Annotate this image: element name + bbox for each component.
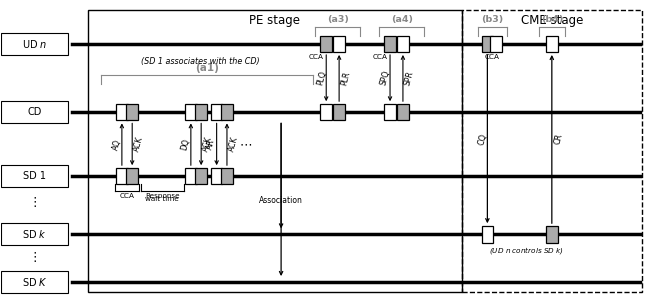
Bar — [88, 10, 462, 292]
Bar — [546, 226, 557, 242]
Text: (SD 1 associates with the CD): (SD 1 associates with the CD) — [141, 57, 260, 66]
Bar — [221, 104, 233, 120]
Text: ACK: ACK — [227, 136, 240, 153]
Bar — [127, 168, 138, 184]
Bar — [384, 36, 396, 52]
Text: SD $K$: SD $K$ — [21, 276, 47, 288]
Text: AR: AR — [205, 138, 216, 151]
Bar — [1, 271, 68, 293]
Text: AQ: AQ — [111, 138, 123, 151]
Text: (b4): (b4) — [541, 15, 563, 24]
Text: CR: CR — [552, 132, 564, 146]
Text: $\cdots$: $\cdots$ — [239, 138, 252, 151]
Bar — [462, 10, 642, 292]
Bar — [333, 36, 345, 52]
Bar — [333, 104, 345, 120]
Text: SPQ: SPQ — [379, 70, 392, 87]
Text: (UD $n$ controls SD $k$): (UD $n$ controls SD $k$) — [488, 245, 563, 257]
Bar — [185, 104, 196, 120]
Text: CCA: CCA — [120, 193, 134, 199]
Text: PE stage: PE stage — [249, 14, 300, 27]
Bar — [211, 168, 222, 184]
Text: wait time: wait time — [145, 196, 179, 202]
Text: SD $k$: SD $k$ — [22, 228, 47, 240]
Bar — [116, 168, 128, 184]
Text: ACK: ACK — [132, 136, 145, 153]
Bar — [397, 36, 409, 52]
Text: CME stage: CME stage — [521, 14, 583, 27]
Text: CCA: CCA — [309, 54, 324, 60]
Bar — [1, 223, 68, 245]
Bar — [546, 36, 557, 52]
Text: CQ: CQ — [476, 132, 488, 146]
Bar — [116, 104, 128, 120]
Text: (a3): (a3) — [327, 15, 349, 24]
Text: CD: CD — [27, 107, 42, 117]
Bar — [127, 104, 138, 120]
Text: PLR: PLR — [339, 70, 352, 86]
Bar — [1, 33, 68, 55]
Bar — [195, 168, 207, 184]
Bar — [481, 36, 493, 52]
Bar — [397, 104, 409, 120]
Text: SD 1: SD 1 — [23, 171, 46, 181]
Bar — [490, 36, 501, 52]
Bar — [221, 168, 233, 184]
Bar — [481, 226, 493, 242]
Bar — [1, 165, 68, 187]
Text: UD $n$: UD $n$ — [22, 38, 47, 50]
Text: CCA: CCA — [373, 54, 388, 60]
Text: ACK: ACK — [202, 136, 214, 153]
Bar — [211, 104, 222, 120]
Text: (a1): (a1) — [195, 63, 219, 73]
Text: CCA: CCA — [484, 54, 500, 60]
Bar — [320, 104, 332, 120]
Text: PLQ: PLQ — [315, 70, 328, 86]
Bar — [185, 168, 196, 184]
Text: (a4): (a4) — [391, 15, 413, 24]
Bar — [195, 104, 207, 120]
Text: Response: Response — [145, 193, 180, 199]
Text: Association: Association — [259, 196, 303, 205]
Text: $\vdots$: $\vdots$ — [28, 250, 37, 264]
Text: (b3): (b3) — [481, 15, 503, 24]
Text: $\vdots$: $\vdots$ — [28, 195, 37, 209]
Bar — [1, 101, 68, 123]
Text: SPR: SPR — [403, 70, 415, 86]
Text: DQ: DQ — [179, 138, 191, 151]
Bar — [384, 104, 396, 120]
Bar — [320, 36, 332, 52]
